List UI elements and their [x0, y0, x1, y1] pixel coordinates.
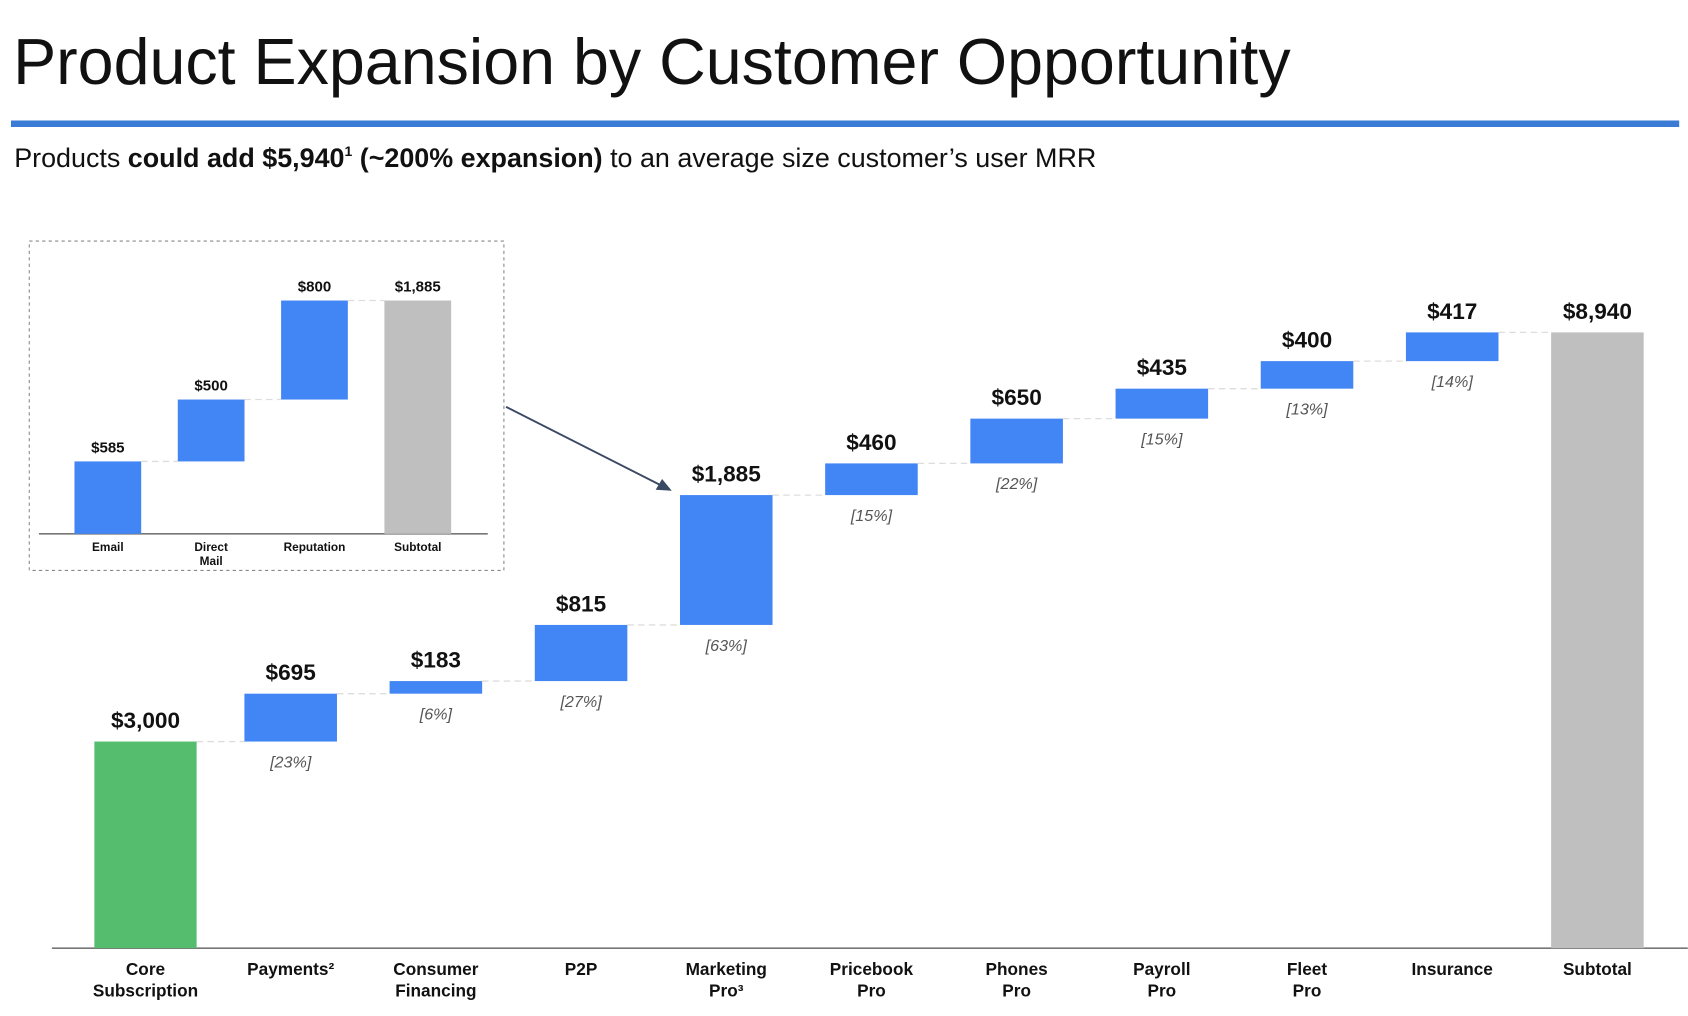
share-label: [15%]	[850, 507, 893, 525]
bar	[281, 300, 348, 400]
x-tick-label: Email	[92, 540, 124, 554]
x-tick-label: Insurance	[1412, 959, 1493, 979]
callout-arrowhead	[655, 478, 672, 491]
x-tick-label: Core Subscription	[93, 959, 198, 1001]
footnote-mark: 1	[344, 143, 352, 159]
share-label: [22%]	[995, 475, 1038, 493]
share-label: [27%]	[559, 693, 602, 711]
subtitle-part: could add $5,940	[128, 143, 345, 173]
subtitle-part: Products	[14, 143, 128, 173]
value-label: $183	[411, 648, 461, 673]
share-label: [15%]	[1140, 430, 1183, 448]
inset-frame	[28, 240, 505, 571]
x-tick-label: Fleet Pro	[1287, 959, 1327, 1001]
x-tick-label: Reputation	[284, 540, 346, 554]
x-tick-label: Marketing Pro³	[686, 959, 767, 1001]
subtitle-part: (~200% expansion)	[352, 143, 602, 173]
value-label: $8,940	[1563, 299, 1632, 324]
bar	[74, 461, 142, 534]
bar	[389, 681, 483, 694]
share-label: [14%]	[1431, 373, 1474, 391]
bar	[94, 741, 197, 949]
bar	[1551, 332, 1644, 949]
value-label: $460	[846, 430, 896, 455]
bar	[679, 495, 773, 625]
bar	[1115, 388, 1209, 419]
value-label: $650	[992, 385, 1042, 410]
callout-arrow	[505, 405, 662, 487]
value-label: $815	[556, 591, 606, 616]
bar	[1260, 361, 1354, 389]
subtitle: Products could add $5,9401 (~200% expans…	[14, 143, 1096, 173]
value-label: $800	[298, 278, 331, 295]
x-tick-label: Phones Pro	[986, 959, 1048, 1001]
bar	[970, 418, 1063, 464]
share-label: [6%]	[419, 706, 453, 724]
x-tick-label: P2P	[565, 959, 598, 979]
bar	[384, 300, 452, 534]
bar	[534, 624, 628, 682]
value-label: $1,885	[692, 462, 761, 487]
share-label: [63%]	[705, 637, 748, 655]
value-label: $1,885	[395, 278, 441, 295]
value-label: $417	[1427, 299, 1477, 324]
share-label: [13%]	[1285, 401, 1328, 419]
value-label: $435	[1137, 355, 1187, 380]
bar	[825, 463, 918, 496]
bar	[244, 693, 337, 742]
x-tick-label: Consumer Financing	[393, 959, 478, 1001]
x-tick-label: Direct Mail	[194, 540, 228, 568]
x-tick-label: Payments²	[247, 959, 334, 979]
value-label: $3,000	[111, 708, 180, 733]
x-tick-label: Pricebook Pro	[830, 959, 914, 1001]
value-label: $400	[1282, 328, 1332, 353]
value-label: $695	[266, 660, 316, 685]
x-tick-label: Subtotal	[1563, 959, 1632, 979]
value-label: $500	[194, 377, 227, 394]
x-tick-label: Payroll Pro	[1133, 959, 1190, 1001]
subtitle-part: to an average size customer’s user MRR	[603, 143, 1097, 173]
bar	[177, 399, 245, 462]
title: Product Expansion by Customer Opportunit…	[13, 26, 1291, 98]
x-tick-label: Subtotal	[394, 540, 441, 554]
bar	[1405, 332, 1499, 362]
share-label: [23%]	[269, 753, 312, 771]
value-label: $585	[91, 439, 124, 456]
